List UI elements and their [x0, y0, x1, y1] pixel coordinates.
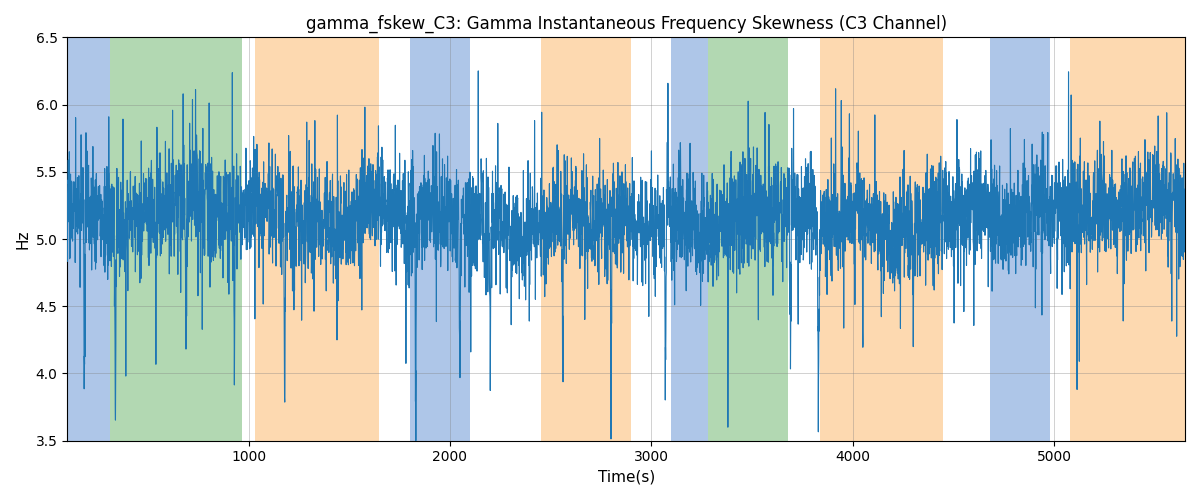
- Bar: [990, 38, 1050, 440]
- Bar: [821, 38, 943, 440]
- Bar: [67, 38, 109, 440]
- Bar: [540, 38, 631, 440]
- Bar: [672, 38, 708, 440]
- Bar: [1070, 38, 1186, 440]
- Bar: [109, 38, 242, 440]
- Bar: [708, 38, 788, 440]
- Bar: [409, 38, 470, 440]
- Y-axis label: Hz: Hz: [16, 230, 30, 249]
- X-axis label: Time(s): Time(s): [598, 470, 655, 485]
- Title: gamma_fskew_C3: Gamma Instantaneous Frequency Skewness (C3 Channel): gamma_fskew_C3: Gamma Instantaneous Freq…: [306, 15, 947, 34]
- Bar: [254, 38, 379, 440]
